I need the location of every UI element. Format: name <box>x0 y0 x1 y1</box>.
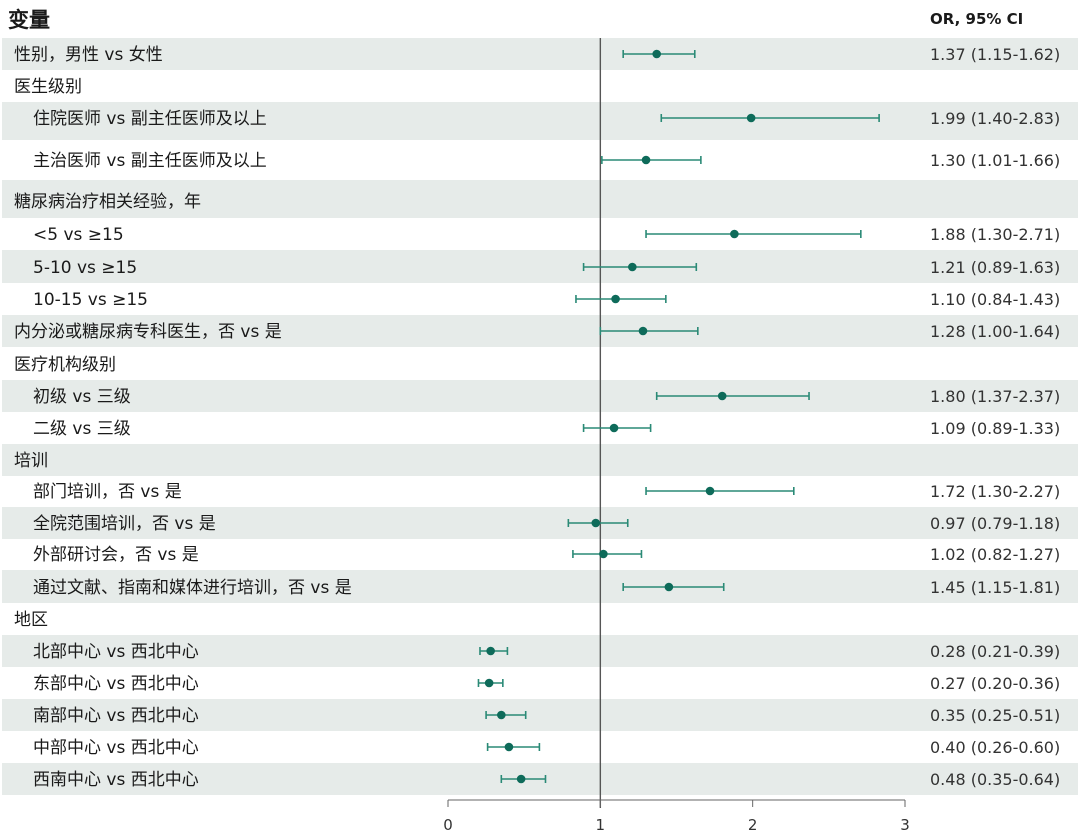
row-label: 外部研讨会，否 vs 是 <box>33 545 199 565</box>
or-point <box>591 518 601 528</box>
row-band <box>2 635 1078 667</box>
row-band <box>2 507 1078 539</box>
row-label: 西南中心 vs 西北中心 <box>33 770 199 790</box>
or-ci-value: 1.02 (0.82-1.27) <box>930 545 1060 564</box>
or-point <box>486 646 495 656</box>
column-header-variable: 变量 <box>8 8 50 32</box>
or-ci-value: 0.35 (0.25-0.51) <box>930 706 1060 725</box>
row-label: 南部中心 vs 西北中心 <box>33 706 199 726</box>
row-label: 主治医师 vs 副主任医师及以上 <box>33 151 267 171</box>
row-band <box>2 444 1078 476</box>
row-label: 二级 vs 三级 <box>33 419 131 439</box>
row-label: 全院范围培训，否 vs 是 <box>33 514 216 534</box>
or-point <box>746 113 756 123</box>
or-point <box>641 155 651 165</box>
or-point <box>611 294 620 304</box>
or-ci-value: 1.99 (1.40-2.83) <box>930 109 1060 128</box>
row-label: 初级 vs 三级 <box>33 387 131 407</box>
or-point <box>705 486 715 496</box>
x-tick-label: 2 <box>748 816 758 834</box>
or-ci-value: 1.72 (1.30-2.27) <box>930 482 1060 501</box>
or-point <box>504 742 514 752</box>
or-ci-value: 1.21 (0.89-1.63) <box>930 258 1060 277</box>
row-label: 住院医师 vs 副主任医师及以上 <box>33 109 267 129</box>
row-band <box>2 180 1078 218</box>
row-label: 北部中心 vs 西北中心 <box>33 642 199 662</box>
or-ci-value: 0.48 (0.35-0.64) <box>930 770 1060 789</box>
column-header-or-ci: OR, 95% CI <box>930 10 1024 28</box>
group-label: 地区 <box>14 610 48 630</box>
row-label: 通过文献、指南和媒体进行培训，否 vs 是 <box>33 578 352 598</box>
or-point <box>730 229 739 239</box>
or-ci-value: 1.28 (1.00-1.64) <box>930 322 1060 341</box>
or-point <box>484 678 494 688</box>
x-tick-label: 0 <box>443 816 453 834</box>
or-ci-value: 1.88 (1.30-2.71) <box>930 225 1060 244</box>
row-label: 性别，男性 vs 女性 <box>14 45 163 65</box>
or-point <box>497 710 506 720</box>
row-band <box>2 315 1078 347</box>
row-band <box>2 38 1078 70</box>
or-ci-value: 1.09 (0.89-1.33) <box>930 419 1060 438</box>
row-label: <5 vs ≥15 <box>33 225 124 245</box>
or-point <box>609 423 619 433</box>
row-label: 中部中心 vs 西北中心 <box>33 738 199 758</box>
row-label: 内分泌或糖尿病专科医生，否 vs 是 <box>14 322 282 342</box>
row-label: 部门培训，否 vs 是 <box>33 482 182 502</box>
or-point <box>516 774 526 784</box>
or-ci-value: 0.27 (0.20-0.36) <box>930 674 1060 693</box>
group-label: 培训 <box>14 451 48 471</box>
row-band <box>2 380 1078 412</box>
or-point <box>638 326 648 336</box>
or-ci-value: 0.97 (0.79-1.18) <box>930 514 1060 533</box>
row-band <box>2 102 1078 140</box>
or-ci-value: 1.45 (1.15-1.81) <box>930 578 1060 597</box>
or-ci-value: 1.80 (1.37-2.37) <box>930 387 1060 406</box>
or-ci-value: 0.28 (0.21-0.39) <box>930 642 1060 661</box>
or-point <box>652 49 661 59</box>
or-point <box>628 262 637 272</box>
group-label: 医生级别 <box>14 77 82 97</box>
row-band <box>2 570 1078 603</box>
group-label: 糖尿病治疗相关经验，年 <box>14 192 201 212</box>
or-point <box>599 549 608 559</box>
x-tick-label: 3 <box>900 816 910 834</box>
row-label: 东部中心 vs 西北中心 <box>33 674 199 694</box>
or-ci-value: 0.40 (0.26-0.60) <box>930 738 1060 757</box>
or-point <box>717 391 727 401</box>
row-label: 10-15 vs ≥15 <box>33 290 148 310</box>
or-ci-value: 1.30 (1.01-1.66) <box>930 151 1060 170</box>
or-point <box>664 582 674 592</box>
row-band <box>2 699 1078 731</box>
group-label: 医疗机构级别 <box>14 355 116 375</box>
or-ci-value: 1.37 (1.15-1.62) <box>930 45 1060 64</box>
row-label: 5-10 vs ≥15 <box>33 258 137 278</box>
x-tick-label: 1 <box>596 816 606 834</box>
or-ci-value: 1.10 (0.84-1.43) <box>930 290 1060 309</box>
row-band <box>2 250 1078 283</box>
